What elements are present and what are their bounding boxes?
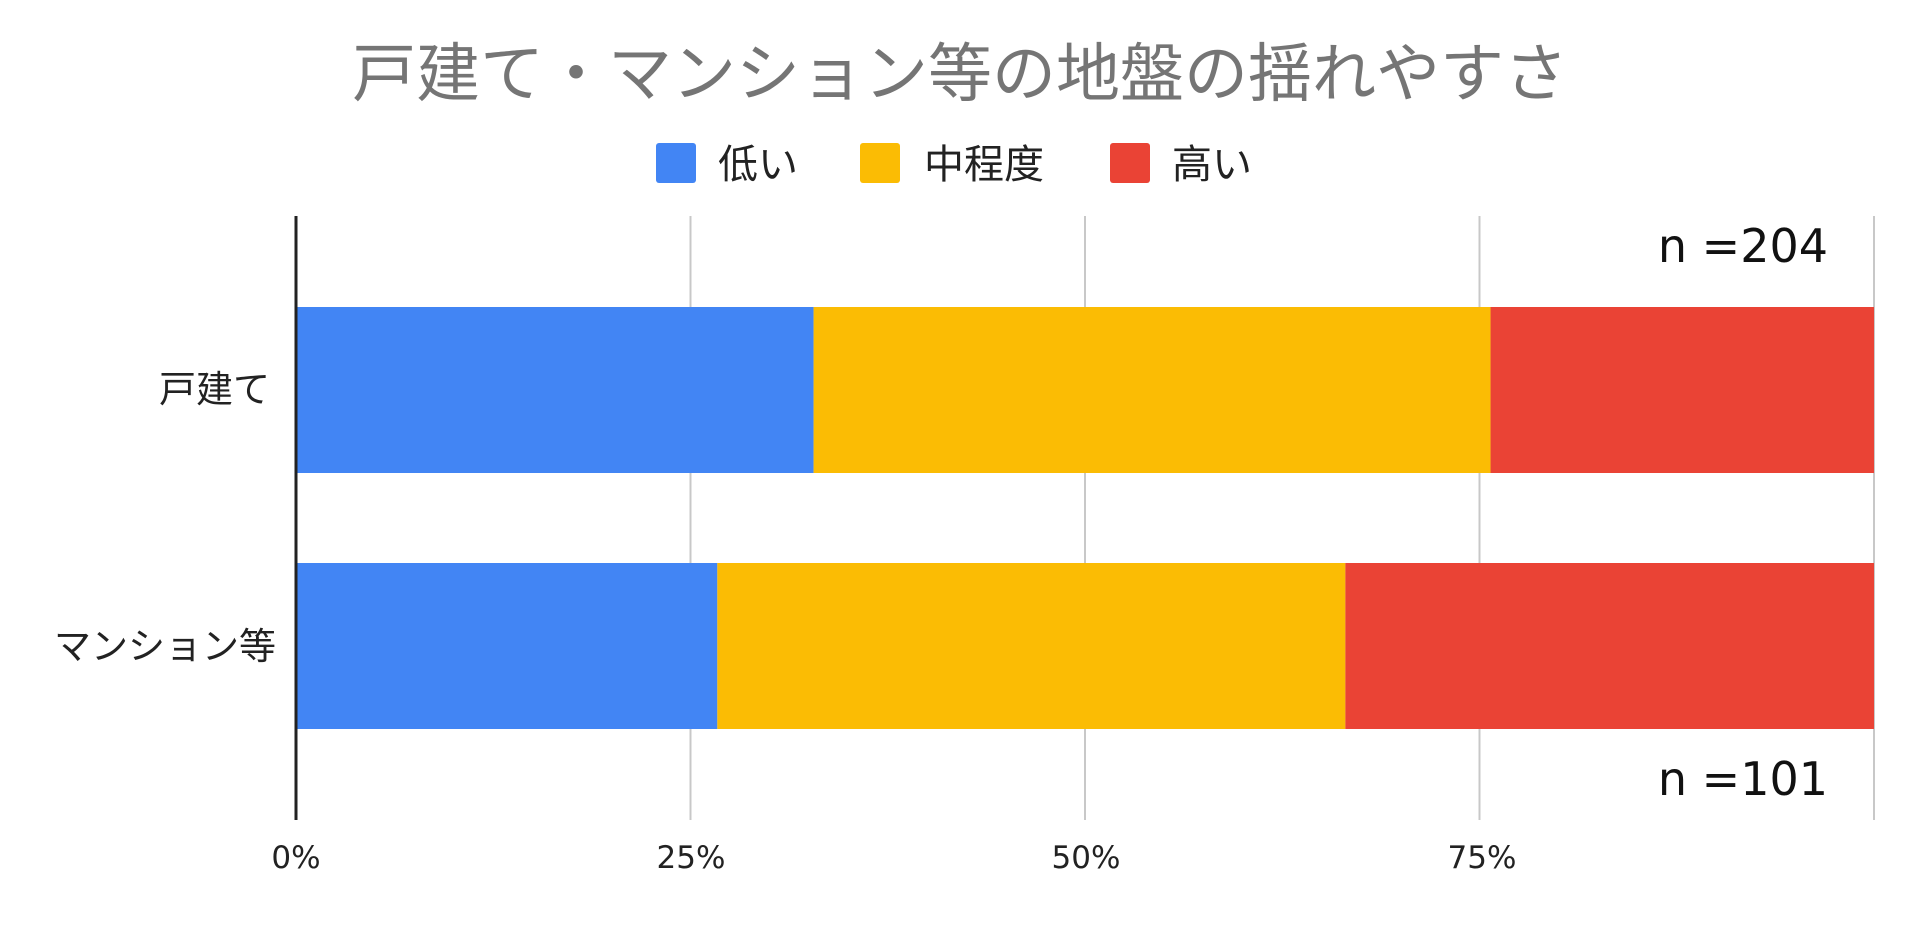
bars bbox=[296, 307, 1874, 729]
legend-label-high: 高い bbox=[1172, 142, 1252, 188]
chart-title: 戸建て・マンション等の地盤の揺れやすさ bbox=[352, 38, 1568, 112]
legend: 低い 中程度 高い bbox=[656, 142, 1252, 188]
x-tick-label-0: 0% bbox=[271, 840, 320, 876]
sample-size-mansion: n =101 bbox=[1658, 752, 1828, 806]
legend-label-low: 低い bbox=[718, 142, 798, 188]
bar-segment-detached-mid bbox=[813, 307, 1491, 473]
legend-swatch-mid bbox=[860, 143, 900, 183]
bar-segment-mansion-mid bbox=[717, 563, 1346, 729]
bar-segment-detached-high bbox=[1490, 307, 1874, 473]
category-label-detached: 戸建て bbox=[159, 368, 270, 411]
sample-size-detached: n =204 bbox=[1658, 219, 1828, 273]
gridlines bbox=[689, 216, 1875, 820]
legend-swatch-high bbox=[1110, 143, 1150, 183]
x-tick-label-75: 75% bbox=[1448, 840, 1517, 876]
legend-label-mid: 中程度 bbox=[924, 142, 1044, 188]
bar-segment-mansion-high bbox=[1345, 563, 1874, 729]
bar-segment-mansion-low bbox=[296, 563, 718, 729]
legend-swatch-low bbox=[656, 143, 696, 183]
category-label-mansion: マンション等 bbox=[54, 625, 276, 668]
x-tick-label-25: 25% bbox=[657, 840, 726, 876]
x-tick-label-50: 50% bbox=[1052, 840, 1121, 876]
bar-segment-detached-low bbox=[296, 307, 814, 473]
